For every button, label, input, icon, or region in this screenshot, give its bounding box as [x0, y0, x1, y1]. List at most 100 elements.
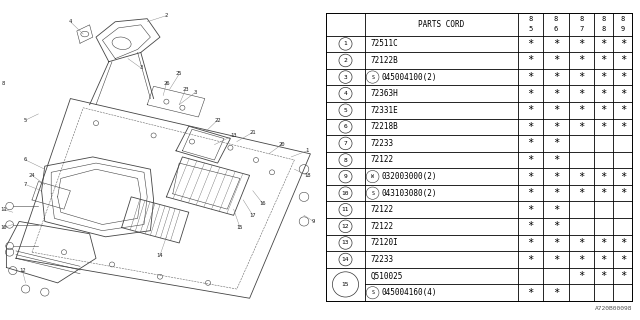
Text: *: *: [600, 172, 607, 181]
Text: 72122: 72122: [371, 222, 394, 231]
Text: *: *: [600, 39, 607, 49]
Text: 24: 24: [29, 173, 35, 178]
Text: 4: 4: [344, 91, 348, 96]
Text: S: S: [371, 75, 374, 80]
Text: 72122B: 72122B: [371, 56, 399, 65]
Text: *: *: [578, 271, 584, 281]
Text: 1: 1: [305, 148, 309, 153]
Text: 8: 8: [528, 16, 532, 22]
Text: *: *: [527, 205, 534, 215]
Text: W: W: [371, 174, 374, 179]
Text: *: *: [620, 238, 626, 248]
Text: *: *: [553, 72, 559, 82]
Text: 17: 17: [250, 213, 256, 218]
Text: 14: 14: [342, 257, 349, 262]
Text: *: *: [578, 238, 584, 248]
Text: 20: 20: [278, 142, 285, 147]
Text: 5: 5: [528, 26, 532, 32]
Text: 25: 25: [176, 71, 182, 76]
Text: 23: 23: [182, 87, 189, 92]
Text: 11: 11: [0, 207, 6, 212]
Text: 12: 12: [19, 268, 26, 273]
Text: 5: 5: [344, 108, 348, 113]
Text: 13: 13: [342, 240, 349, 245]
Text: *: *: [600, 188, 607, 198]
Text: *: *: [553, 155, 559, 165]
Text: *: *: [553, 122, 559, 132]
Text: *: *: [553, 172, 559, 181]
Text: *: *: [553, 89, 559, 99]
Text: 72122: 72122: [371, 156, 394, 164]
Text: A720B00098: A720B00098: [595, 306, 632, 310]
Text: *: *: [600, 89, 607, 99]
Text: 043103080(2): 043103080(2): [381, 189, 437, 198]
Text: 72122: 72122: [371, 205, 394, 214]
Text: *: *: [527, 55, 534, 66]
Text: 72511C: 72511C: [371, 39, 399, 48]
Text: *: *: [553, 139, 559, 148]
Text: 3: 3: [139, 65, 143, 70]
Text: *: *: [527, 89, 534, 99]
Text: *: *: [620, 89, 626, 99]
Text: *: *: [620, 254, 626, 265]
Text: *: *: [600, 254, 607, 265]
Text: *: *: [578, 55, 584, 66]
Text: 12: 12: [342, 224, 349, 229]
Text: *: *: [553, 221, 559, 231]
Text: 9: 9: [621, 26, 625, 32]
Text: 3: 3: [193, 90, 197, 95]
Text: 045004100(2): 045004100(2): [381, 73, 437, 82]
Text: *: *: [600, 238, 607, 248]
Text: *: *: [527, 238, 534, 248]
Text: 21: 21: [250, 130, 256, 135]
Text: 72120I: 72120I: [371, 238, 399, 247]
Text: *: *: [578, 188, 584, 198]
Text: 15: 15: [237, 225, 243, 230]
Text: *: *: [620, 39, 626, 49]
Text: *: *: [600, 72, 607, 82]
Text: 16: 16: [259, 201, 266, 205]
Text: *: *: [527, 254, 534, 265]
Text: 7: 7: [579, 26, 584, 32]
Text: *: *: [578, 122, 584, 132]
Text: 6: 6: [554, 26, 558, 32]
Text: *: *: [527, 155, 534, 165]
Text: *: *: [620, 122, 626, 132]
Text: 2: 2: [344, 58, 348, 63]
Text: *: *: [553, 55, 559, 66]
Text: 3: 3: [344, 75, 348, 80]
Text: S: S: [371, 290, 374, 295]
Text: *: *: [527, 39, 534, 49]
Text: *: *: [553, 254, 559, 265]
Text: 9: 9: [344, 174, 348, 179]
Text: 1: 1: [344, 41, 348, 46]
Text: 8: 8: [344, 157, 348, 163]
Text: *: *: [553, 105, 559, 115]
Text: 18: 18: [304, 173, 310, 178]
Text: 10: 10: [0, 225, 6, 230]
Text: *: *: [578, 89, 584, 99]
Text: *: *: [620, 172, 626, 181]
Text: *: *: [600, 55, 607, 66]
Text: *: *: [600, 122, 607, 132]
Text: 2: 2: [164, 13, 168, 18]
Text: 13: 13: [230, 133, 237, 138]
Text: S: S: [371, 191, 374, 196]
Text: 8: 8: [602, 26, 606, 32]
Text: 8: 8: [579, 16, 584, 22]
Text: 6: 6: [344, 124, 348, 129]
Text: *: *: [620, 105, 626, 115]
Text: 8: 8: [1, 81, 5, 86]
Text: 045004160(4): 045004160(4): [381, 288, 437, 297]
Text: *: *: [600, 271, 607, 281]
Text: 5: 5: [24, 117, 28, 123]
Text: *: *: [527, 221, 534, 231]
Text: *: *: [553, 205, 559, 215]
Text: *: *: [600, 105, 607, 115]
Text: *: *: [527, 172, 534, 181]
Text: *: *: [620, 72, 626, 82]
Text: 72331E: 72331E: [371, 106, 399, 115]
Text: *: *: [553, 188, 559, 198]
Text: *: *: [620, 188, 626, 198]
Text: 26: 26: [163, 81, 170, 86]
